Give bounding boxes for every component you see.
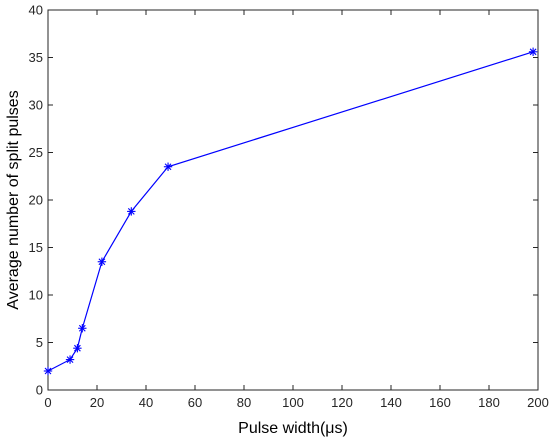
y-tick-label: 0 — [36, 383, 43, 398]
x-tick-label: 60 — [188, 395, 202, 410]
data-point-marker — [127, 207, 136, 216]
y-tick-label: 20 — [29, 193, 43, 208]
y-tick-label: 35 — [29, 50, 43, 65]
data-point-marker — [65, 355, 75, 364]
x-tick-label: 20 — [90, 395, 104, 410]
plot-frame — [47, 9, 539, 391]
x-tick-label: 100 — [282, 395, 304, 410]
y-tick-label: 40 — [29, 3, 43, 18]
x-tick-label: 180 — [478, 395, 500, 410]
series-layer — [43, 47, 538, 376]
data-point-marker — [97, 257, 107, 266]
x-axis-ticks: 0 20 40 60 80 100 120 140 160 180 200 — [44, 10, 549, 410]
x-tick-label: 40 — [139, 395, 153, 410]
data-point-marker — [43, 366, 53, 376]
y-tick-label: 15 — [29, 240, 43, 255]
data-point-marker — [528, 47, 538, 56]
data-point-marker — [163, 162, 173, 171]
x-tick-label: 200 — [527, 395, 549, 410]
y-tick-label: 30 — [29, 98, 43, 113]
x-tick-label: 120 — [331, 395, 353, 410]
y-axis-ticks: 0 5 10 15 20 25 30 35 40 — [29, 3, 538, 398]
data-point-marker — [78, 324, 87, 333]
x-tick-label: 140 — [380, 395, 402, 410]
y-tick-label: 5 — [36, 335, 43, 350]
x-axis-label: Pulse width(μs) — [238, 420, 348, 437]
series-line — [47, 51, 534, 372]
x-tick-label: 80 — [237, 395, 251, 410]
x-tick-label: 160 — [429, 395, 451, 410]
y-tick-label: 10 — [29, 288, 43, 303]
data-point-marker — [73, 344, 82, 353]
y-axis-label: Average number of split pulses — [5, 90, 22, 309]
y-tick-label: 25 — [29, 145, 43, 160]
x-tick-label: 0 — [44, 395, 51, 410]
